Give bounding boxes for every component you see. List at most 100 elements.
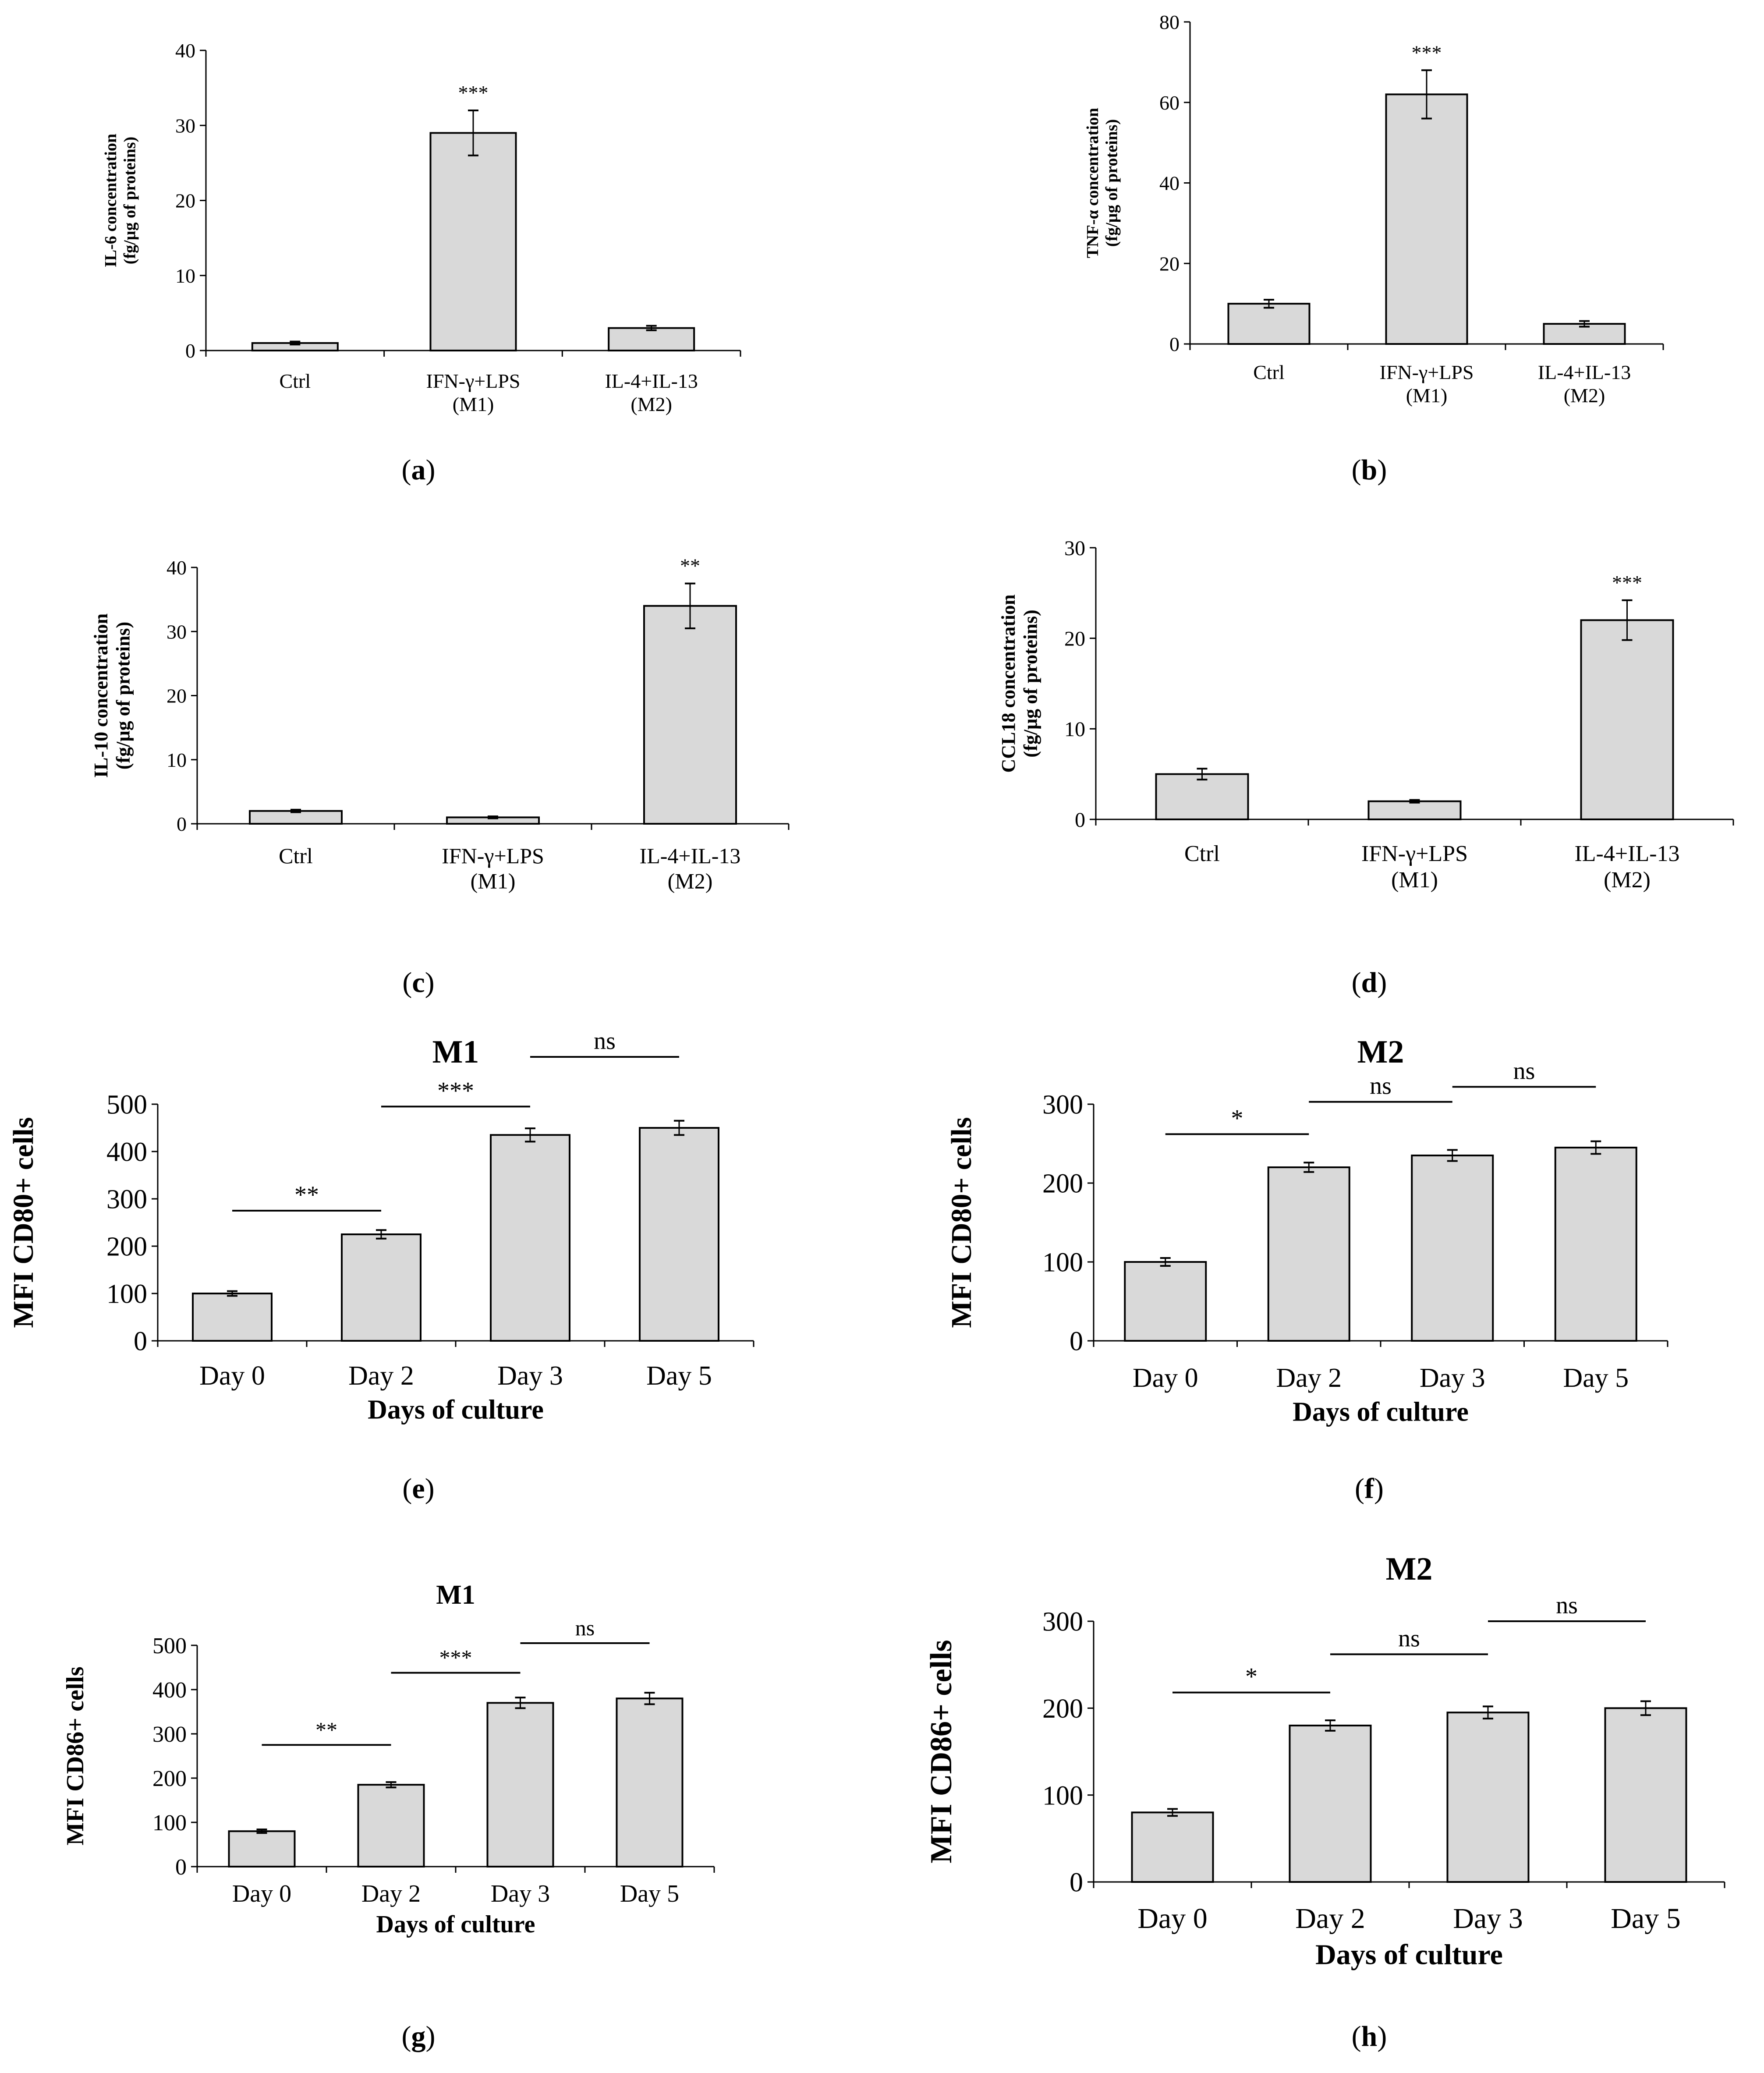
category-label: (M1) <box>1406 384 1448 407</box>
category-label: (M1) <box>471 869 516 893</box>
category-label: Ctrl <box>279 843 313 868</box>
y-tick-label: 400 <box>106 1137 147 1167</box>
category-label: IL-4+IL-13 <box>1574 841 1679 866</box>
category-label: Day 5 <box>1611 1903 1680 1935</box>
y-tick-label: 500 <box>152 1634 187 1658</box>
y-tick-label: 300 <box>106 1185 147 1215</box>
significance-label: *** <box>1412 41 1442 64</box>
y-axis-label: IL-6 concentration <box>102 134 120 267</box>
y-tick-label: 100 <box>1042 1248 1083 1278</box>
significance-label: ns <box>575 1616 595 1640</box>
significance-label: ns <box>1398 1625 1420 1652</box>
y-tick-label: 200 <box>152 1766 187 1791</box>
category-label: (M1) <box>1391 868 1438 893</box>
y-axis-label: MFI CD80+ cells <box>946 1117 978 1328</box>
category-label: Day 0 <box>1133 1363 1198 1393</box>
bar <box>486 1702 554 1867</box>
category-label: Day 3 <box>1420 1363 1485 1393</box>
y-tick-label: 0 <box>175 1855 187 1880</box>
y-tick-label: 300 <box>1042 1607 1083 1637</box>
y-tick-label: 20 <box>166 685 187 707</box>
y-tick-label: 0 <box>1070 1327 1083 1357</box>
category-label: Day 5 <box>620 1880 679 1907</box>
y-axis-label: TNF-α concentration <box>1084 108 1102 258</box>
bar <box>1580 619 1674 820</box>
y-tick-label: 20 <box>1064 627 1085 650</box>
category-label: Ctrl <box>280 370 311 392</box>
x-axis-label: Days of culture <box>368 1395 544 1425</box>
bar <box>1411 1155 1494 1342</box>
x-axis-label: Days of culture <box>1315 1939 1503 1971</box>
significance-label: ns <box>1556 1592 1578 1619</box>
y-tick-label: 20 <box>1159 252 1180 275</box>
y-tick-label: 0 <box>177 813 187 835</box>
significance-label: ** <box>315 1717 337 1742</box>
chart-title: M1 <box>432 1034 479 1070</box>
chart-panel-h: 0 100 200 300 Day 0 Day 2 Day 3 Day 5 * ns ns MFI C… <box>925 1551 1725 1971</box>
bar <box>616 1697 684 1867</box>
caption-e: (e) <box>402 1473 435 1505</box>
category-label: IFN-γ+LPS <box>1380 361 1474 383</box>
significance-label: * <box>1245 1663 1257 1690</box>
y-tick-label: 0 <box>1075 808 1085 832</box>
bar <box>1227 303 1311 345</box>
y-tick-label: 0 <box>1070 1868 1083 1898</box>
significance-label: * <box>1231 1105 1243 1132</box>
chart-panel-c: 0 10 20 30 40 Ctrl IFN-γ+LPS(M1) IL-4+IL-13(M2)… <box>90 555 790 893</box>
bar <box>643 605 737 825</box>
category-label: Day 2 <box>1295 1903 1365 1935</box>
category-label: Day 5 <box>1563 1363 1629 1393</box>
category-label: IFN-γ+LPS <box>426 370 521 392</box>
bar <box>192 1293 273 1342</box>
y-axis-label: (fg/µg of proteins) <box>1020 609 1041 757</box>
y-tick-label: 200 <box>1042 1169 1083 1199</box>
caption-h: (h) <box>1351 2020 1387 2052</box>
category-label: Ctrl <box>1253 361 1285 383</box>
chart-panel-f: 0 100 200 300 Day 0 Day 2 Day 3 Day 5 * ns ns MFI C… <box>946 1034 1668 1427</box>
y-tick-label: 400 <box>152 1678 187 1703</box>
bar <box>1124 1261 1207 1342</box>
y-tick-label: 80 <box>1159 11 1180 33</box>
y-axis-label: MFI CD86+ cells <box>925 1640 958 1863</box>
y-tick-label: 500 <box>106 1090 147 1120</box>
category-label: Day 3 <box>491 1880 550 1907</box>
bar <box>1267 1166 1350 1342</box>
significance-label: *** <box>458 82 489 104</box>
significance-label: ns <box>1370 1073 1392 1100</box>
significance-label: ns <box>594 1028 616 1055</box>
y-axis-label: CCL18 concentration <box>998 595 1019 773</box>
y-axis-label: (fg/µg of proteins) <box>1103 119 1121 247</box>
significance-label: *** <box>1612 571 1642 594</box>
y-tick-label: 40 <box>1159 172 1180 195</box>
y-tick-label: 100 <box>106 1279 147 1309</box>
bar <box>490 1134 570 1342</box>
bar <box>228 1830 296 1868</box>
chart-title: M2 <box>1357 1034 1404 1070</box>
bar <box>1155 773 1249 821</box>
bar <box>608 327 695 351</box>
category-label: IFN-γ+LPS <box>442 843 544 868</box>
y-tick-label: 40 <box>175 39 195 62</box>
significance-label: ns <box>1513 1057 1535 1084</box>
chart-title: M2 <box>1386 1551 1433 1587</box>
chart-panel-a: 0 10 20 30 40 Ctrl IFN-γ+LPS(M1) IL-4+IL-13(M2)… <box>102 39 741 415</box>
y-axis-label: MFI CD86+ cells <box>62 1666 89 1845</box>
y-tick-label: 10 <box>1064 718 1085 741</box>
bar <box>1367 800 1462 821</box>
bar <box>429 132 517 351</box>
category-label: Day 5 <box>646 1361 712 1391</box>
caption-f: (f) <box>1355 1473 1384 1505</box>
category-label: IL-4+IL-13 <box>640 843 741 868</box>
y-axis-label: IL-10 concentration <box>90 613 112 778</box>
bar <box>1446 1712 1530 1883</box>
category-label: Day 2 <box>348 1361 414 1391</box>
bar <box>1131 1811 1214 1883</box>
y-tick-label: 20 <box>175 190 195 212</box>
bar <box>1289 1725 1372 1883</box>
category-label: IL-4+IL-13 <box>605 370 698 392</box>
x-axis-label: Days of culture <box>1293 1397 1469 1427</box>
category-label: (M2) <box>631 393 672 415</box>
bar <box>1554 1147 1637 1342</box>
y-axis-label: MFI CD80+ cells <box>7 1117 39 1328</box>
